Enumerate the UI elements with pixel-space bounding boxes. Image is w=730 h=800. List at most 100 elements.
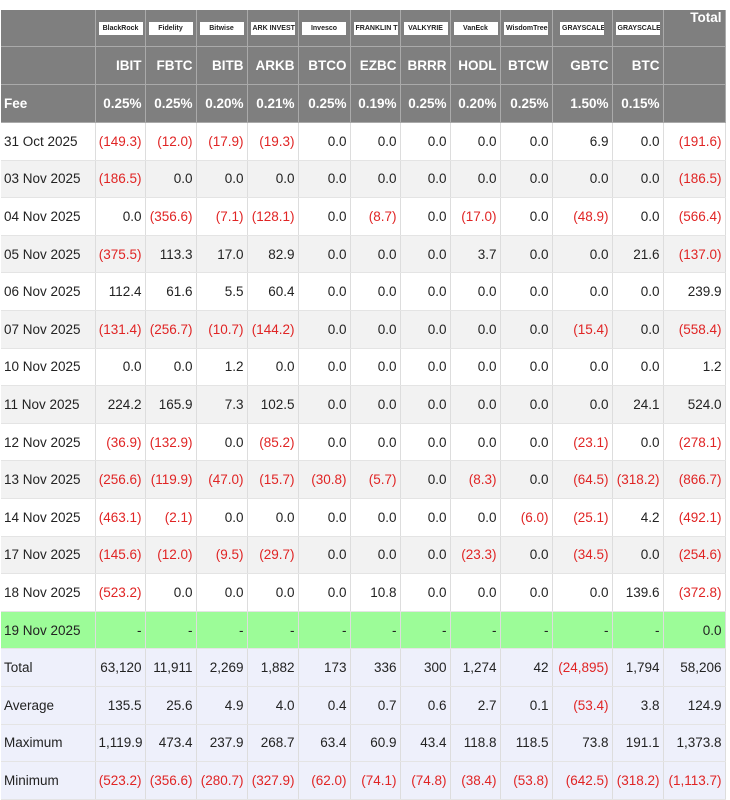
- flow-cell: 0.0: [196, 573, 248, 612]
- flow-cell: (30.8): [298, 460, 351, 499]
- etf-flows-table: BlackRock Fidelity Bitwise ARK INVEST Invesc…: [1, 10, 726, 800]
- flow-cell: 0.0: [298, 235, 351, 274]
- flow-cell: 0.0: [450, 272, 501, 311]
- flow-cell: (318.2): [612, 460, 664, 499]
- flow-cell: -: [95, 611, 146, 650]
- summary-row: Minimum (523.2) (356.6) (280.7) (327.9) (62.0…: [1, 761, 726, 800]
- fee-label: Fee: [1, 84, 96, 123]
- flow-cell: -: [145, 611, 197, 650]
- flow-cell: (15.7): [247, 460, 299, 499]
- table-row: 14 Nov 2025 (463.1) (2.1) 0.0 0.0 0.0 0.0 0.0 0.…: [1, 498, 726, 537]
- summary-cell: (280.7): [196, 761, 248, 800]
- summary-cell: 73.8: [552, 724, 613, 763]
- row-date: 14 Nov 2025: [1, 498, 96, 537]
- summary-label: Average: [1, 686, 96, 725]
- fee-value: 0.25%: [298, 84, 351, 123]
- summary-cell: 118.5: [500, 724, 553, 763]
- row-date: 31 Oct 2025: [1, 122, 96, 161]
- flow-cell: 0.0: [298, 498, 351, 537]
- summary-cell: 473.4: [145, 724, 197, 763]
- flow-cell: 224.2: [95, 385, 146, 424]
- flow-cell: 5.5: [196, 272, 248, 311]
- table-row: 11 Nov 2025 224.2 165.9 7.3 102.5 0.0 0.0 0.0 0.…: [1, 385, 726, 424]
- flow-cell: 0.0: [500, 197, 553, 236]
- fee-value: 0.25%: [95, 84, 146, 123]
- summary-row: Total 63,120 11,911 2,269 1,882 173 336 300 1,27…: [1, 648, 726, 687]
- flow-cell: 0.0: [400, 536, 451, 575]
- flow-cell: 0.0: [400, 160, 451, 199]
- flow-cell: 0.0: [450, 122, 501, 161]
- row-total: (278.1): [663, 423, 726, 462]
- empty-header: [663, 46, 726, 85]
- flow-cell: 0.0: [350, 536, 401, 575]
- flow-cell: 0.0: [145, 573, 197, 612]
- summary-cell: 268.7: [247, 724, 299, 763]
- summary-label: Maximum: [1, 724, 96, 763]
- issuer-logo-cell: GRAYSCALE: [612, 10, 664, 47]
- summary-cell: (38.4): [450, 761, 501, 800]
- flow-cell: 0.0: [500, 310, 553, 349]
- flow-cell: 0.0: [450, 160, 501, 199]
- flow-cell: 17.0: [196, 235, 248, 274]
- flow-cell: (36.9): [95, 423, 146, 462]
- table-body: 31 Oct 2025 (149.3) (12.0) (17.9) (19.3) 0.0 0…: [1, 122, 726, 800]
- flow-cell: 0.0: [247, 160, 299, 199]
- summary-cell: 191.1: [612, 724, 664, 763]
- flow-cell: 21.6: [612, 235, 664, 274]
- summary-cell: 4.0: [247, 686, 299, 725]
- ticker-header: FBTC: [145, 46, 197, 85]
- flow-cell: 0.0: [145, 348, 197, 387]
- issuer-logo-cell: VALKYRIE: [400, 10, 451, 47]
- summary-cell: (356.6): [145, 761, 197, 800]
- row-total: 1.2: [663, 348, 726, 387]
- summary-cell: 124.9: [663, 686, 726, 725]
- summary-cell: (523.2): [95, 761, 146, 800]
- issuer-logo-cell: ARK INVEST: [247, 10, 299, 47]
- flow-cell: 0.0: [95, 348, 146, 387]
- flow-cell: (19.3): [247, 122, 299, 161]
- flow-cell: 113.3: [145, 235, 197, 274]
- flow-cell: 0.0: [145, 160, 197, 199]
- issuer-logo-cell: FRANKLIN TEMPLETON: [350, 10, 401, 47]
- issuer-logo-cell: VanEck: [450, 10, 501, 47]
- flow-cell: 0.0: [95, 197, 146, 236]
- table-row: 04 Nov 2025 0.0 (356.6) (7.1) (128.1) 0.0 (8.7…: [1, 197, 726, 236]
- flow-cell: (5.7): [350, 460, 401, 499]
- summary-cell: 1,794: [612, 648, 664, 687]
- issuer-logo: Invesco: [302, 22, 346, 36]
- summary-cell: 11,911: [145, 648, 197, 687]
- flow-cell: 7.3: [196, 385, 248, 424]
- issuer-logo: GRAYSCALE: [615, 22, 660, 36]
- summary-cell: 1,119.9: [95, 724, 146, 763]
- summary-cell: 4.9: [196, 686, 248, 725]
- issuer-logo: ARK INVEST: [250, 22, 295, 36]
- fee-value: 0.15%: [612, 84, 664, 123]
- flow-cell: (15.4): [552, 310, 613, 349]
- flow-cell: (23.1): [552, 423, 613, 462]
- flow-cell: 0.0: [500, 423, 553, 462]
- flow-cell: 10.8: [350, 573, 401, 612]
- table-header: BlackRock Fidelity Bitwise ARK INVEST Invesc…: [1, 10, 726, 123]
- flow-cell: -: [450, 611, 501, 650]
- flow-cell: (12.0): [145, 536, 197, 575]
- summary-cell: 173: [298, 648, 351, 687]
- row-total: (372.8): [663, 573, 726, 612]
- logo-row: BlackRock Fidelity Bitwise ARK INVEST Invesc…: [1, 10, 726, 47]
- flow-cell: 0.0: [247, 573, 299, 612]
- summary-cell: (62.0): [298, 761, 351, 800]
- flow-cell: 0.0: [500, 348, 553, 387]
- flow-cell: (144.2): [247, 310, 299, 349]
- flow-cell: 0.0: [612, 348, 664, 387]
- table-row: 13 Nov 2025 (256.6) (119.9) (47.0) (15.7) (30…: [1, 460, 726, 499]
- summary-label: Minimum: [1, 761, 96, 800]
- flow-cell: 0.0: [450, 385, 501, 424]
- table-row: 03 Nov 2025 (186.5) 0.0 0.0 0.0 0.0 0.0 0.0 0.0 0…: [1, 160, 726, 199]
- ticker-header: BTC: [612, 46, 664, 85]
- flow-cell: 0.0: [350, 160, 401, 199]
- row-total: (866.7): [663, 460, 726, 499]
- row-total: (254.6): [663, 536, 726, 575]
- flow-cell: 0.0: [500, 122, 553, 161]
- flow-cell: (186.5): [95, 160, 146, 199]
- flow-cell: 0.0: [350, 310, 401, 349]
- flow-cell: 112.4: [95, 272, 146, 311]
